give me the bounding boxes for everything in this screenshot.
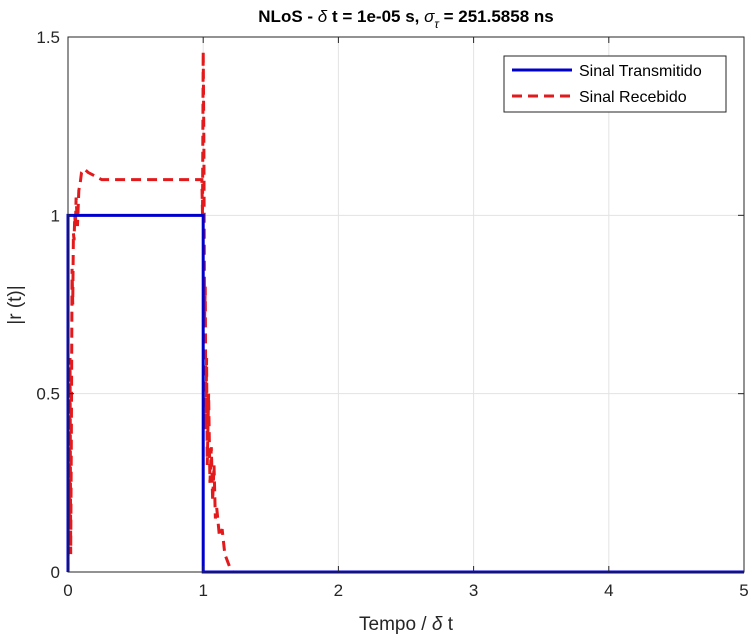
axis-ticks: 0 1 2 3 4 5 0 0.5 1 1.5 <box>36 28 748 600</box>
x-tick-label: 4 <box>604 581 613 600</box>
x-tick-label: 3 <box>469 581 478 600</box>
y-tick-label: 0 <box>51 563 60 582</box>
plot-area <box>68 37 744 572</box>
x-tick-label: 1 <box>198 581 207 600</box>
legend-label-transmitido: Sinal Transmitido <box>579 63 702 80</box>
x-tick-label: 0 <box>63 581 72 600</box>
y-tick-label: 1.5 <box>36 28 60 47</box>
x-tick-label: 2 <box>334 581 343 600</box>
chart-title: NLoS - δ t = 1e-05 s, στ = 251.5858 ns <box>258 7 553 31</box>
legend-box <box>503 55 727 113</box>
x-tick-label: 5 <box>739 581 748 600</box>
y-tick-label: 0.5 <box>36 385 60 404</box>
legend-label-recebido: Sinal Recebido <box>579 89 687 106</box>
x-axis-label: Tempo / δ t <box>359 614 454 635</box>
axes-box <box>67 36 745 573</box>
y-axis-label: |r (t)| <box>5 285 26 324</box>
y-tick-label: 1 <box>51 206 60 225</box>
legend: Sinal Transmitido Sinal Recebido <box>503 55 727 113</box>
